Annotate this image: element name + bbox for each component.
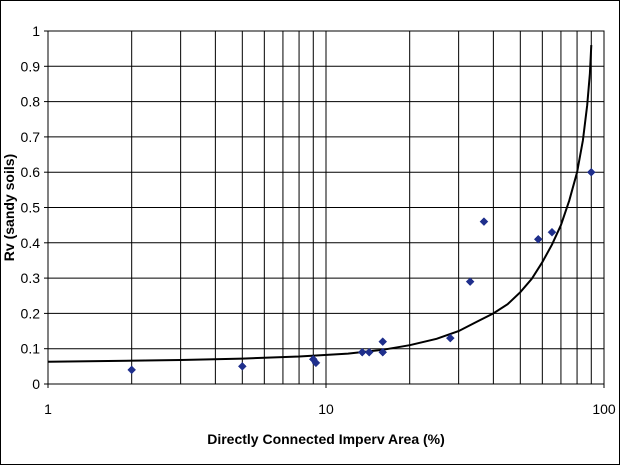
data-point xyxy=(378,347,388,357)
y-tick-label: 0 xyxy=(32,376,40,392)
x-tick-label: 1 xyxy=(44,401,52,417)
data-point xyxy=(445,333,455,343)
data-point xyxy=(547,227,557,237)
fit-curve xyxy=(47,45,593,363)
data-point xyxy=(533,234,543,244)
data-point xyxy=(364,347,374,357)
data-point xyxy=(586,167,596,177)
y-tick-label: 0.5 xyxy=(21,200,41,216)
y-tick-label: 0.6 xyxy=(21,164,41,180)
y-tick-label: 0.9 xyxy=(21,58,41,74)
data-point xyxy=(378,337,388,346)
y-axis-title: Rv (sandy soils) xyxy=(1,154,17,261)
y-tick-label: 0.7 xyxy=(21,129,41,145)
data-point xyxy=(479,217,489,226)
data-point xyxy=(237,361,247,371)
data-point xyxy=(465,277,475,286)
data-point xyxy=(357,347,367,357)
data-point xyxy=(311,358,321,368)
x-tick-label: 100 xyxy=(592,401,616,417)
data-points xyxy=(127,167,596,375)
y-tick-label: 1 xyxy=(32,23,40,39)
y-tick-label: 0.3 xyxy=(21,270,41,286)
y-tick-label: 0.2 xyxy=(21,305,41,321)
y-tick-label: 0.1 xyxy=(21,341,41,357)
y-tick-label: 0.8 xyxy=(21,94,41,110)
plot-area-border xyxy=(47,30,605,385)
y-tick-label: 0.4 xyxy=(21,235,41,251)
x-tick-label: 10 xyxy=(318,401,334,417)
tick-labels: 0 0.1 0.2 0.3 0.4 0.5 0.6 0.7 0.8 0.9 1 1 10 100 xyxy=(21,23,616,417)
x-axis-title: Directly Connected Imperv Area (%) xyxy=(207,431,445,447)
data-point xyxy=(127,365,137,375)
